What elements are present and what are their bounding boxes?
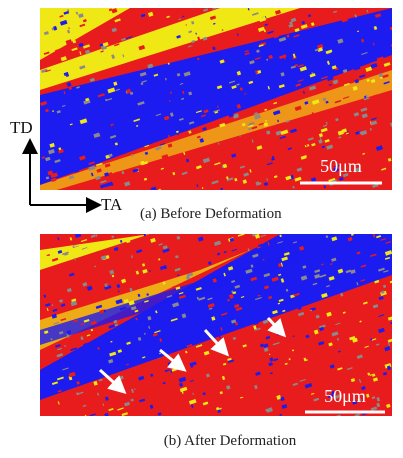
direction-label: TD <box>10 118 33 137</box>
scale-label: 50μm <box>324 386 366 406</box>
caption: (a) Before Deformation <box>140 206 282 222</box>
figure: 50μm 50μm TD TA (a) Before Deformation (… <box>0 0 403 458</box>
caption: (b) After Deformation <box>164 433 297 449</box>
scale-label: 50μm <box>320 156 362 176</box>
direction-label: TA <box>101 195 123 214</box>
